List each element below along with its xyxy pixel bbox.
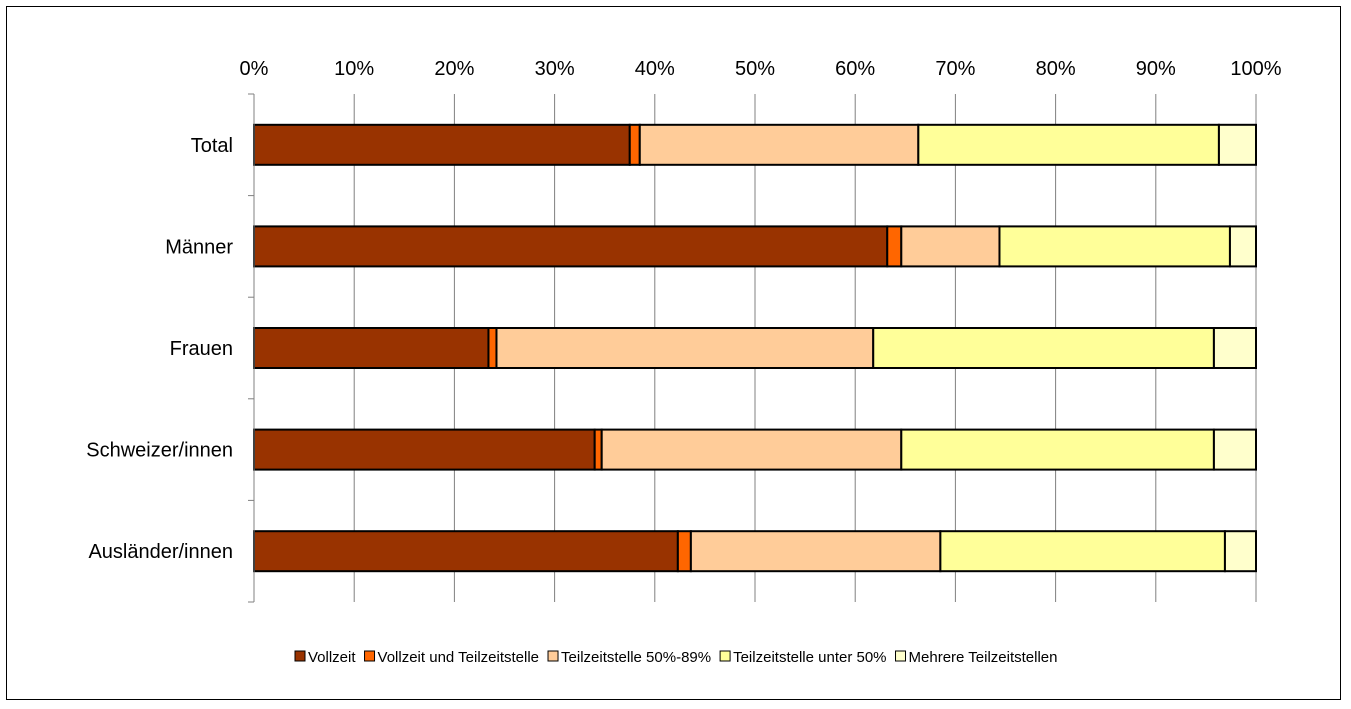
bar-segment (638, 123, 920, 166)
bar-segment (689, 530, 942, 573)
x-tick-label: 60% (835, 58, 875, 80)
category-label: Frauen (170, 338, 233, 360)
x-tick-label: 20% (434, 58, 474, 80)
x-tick-label: 30% (535, 58, 575, 80)
x-axis-ticks: 0% 10% 20% 30% 40% 50% 60% 70% 80% 90% 100% (240, 58, 1282, 80)
bar-segment (593, 428, 603, 471)
bar-segment (253, 327, 490, 369)
category-label: Ausländer/innen (88, 541, 233, 563)
bar-segment (628, 123, 641, 166)
legend-label: Teilzeitstelle 50%-89% (561, 649, 711, 666)
x-tick-label: 70% (935, 58, 975, 80)
bar-segment (495, 327, 875, 369)
x-tick-label: 90% (1136, 58, 1176, 80)
bar-segment (253, 123, 631, 166)
x-tick-label: 100% (1230, 58, 1281, 80)
bar-segment (998, 225, 1231, 268)
x-tick-label: 10% (334, 58, 374, 80)
bar-segment (253, 428, 596, 471)
x-tick-label: 40% (635, 58, 675, 80)
legend-swatch (364, 650, 376, 662)
legend: Vollzeit Vollzeit und Teilzeitstelle Teilz… (294, 649, 1058, 666)
bar-segment (1228, 225, 1257, 268)
bar-segment (1223, 530, 1257, 573)
bar-segment (939, 530, 1226, 573)
x-tick-label: 50% (735, 58, 775, 80)
legend-swatch (547, 650, 559, 662)
bar-segment (487, 327, 498, 369)
bar-segment (900, 428, 1215, 471)
legend-swatch (895, 650, 907, 662)
bar-segment (1217, 123, 1258, 166)
legend-swatch (719, 650, 731, 662)
x-tick-label: 80% (1036, 58, 1076, 80)
category-label: Schweizer/innen (86, 440, 233, 462)
bar-segment (917, 123, 1220, 166)
legend-label: Vollzeit und Teilzeitstelle (378, 649, 539, 666)
bar-segment (872, 327, 1215, 369)
legend-swatch (294, 650, 306, 662)
bar-segment (253, 225, 889, 268)
category-label: Männer (165, 236, 233, 258)
bar-segment (600, 428, 903, 471)
bar-segment (1212, 327, 1258, 369)
bar-segment (253, 530, 679, 573)
bar-segment (1212, 428, 1258, 471)
y-axis (248, 93, 255, 603)
legend-label: Teilzeitstelle unter 50% (733, 649, 886, 666)
x-tick-label: 0% (240, 58, 269, 80)
legend-label: Mehrere Teilzeitstellen (909, 649, 1058, 666)
bar-segment (886, 225, 903, 268)
category-label: Total (191, 135, 233, 157)
bar-segment (676, 530, 692, 573)
category-labels: Total Männer Frauen Schweizer/innen Auslände… (86, 135, 233, 563)
bars (253, 123, 1258, 573)
bar-segment (900, 225, 1001, 268)
legend-label: Vollzeit (308, 649, 356, 666)
